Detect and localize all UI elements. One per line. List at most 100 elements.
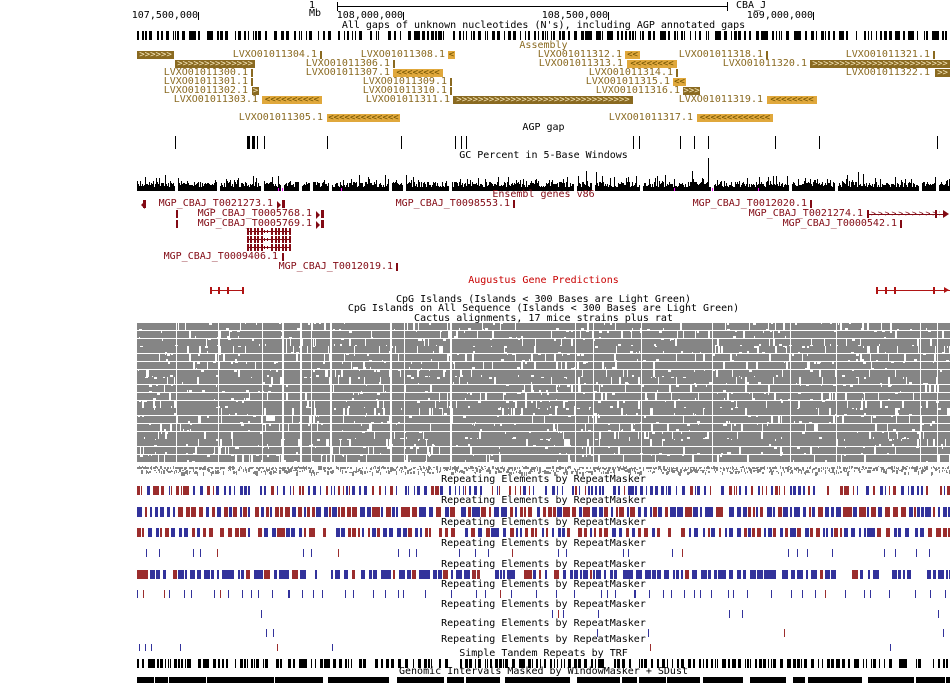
track-rmsk7-tick[interactable] bbox=[261, 610, 262, 618]
track-label-rmsk3[interactable]: Repeating Elements by RepeatMasker bbox=[441, 517, 646, 528]
track-rmsk4-tick[interactable] bbox=[512, 549, 513, 557]
prediction-exon-tick[interactable] bbox=[227, 287, 229, 294]
contig-bar[interactable] bbox=[450, 87, 452, 95]
track-agpGap-tick[interactable] bbox=[257, 136, 258, 149]
contig-bar[interactable]: >>>>>>>>>>>>>>>>>>>>>>>>> bbox=[810, 60, 950, 68]
track-rmsk1-items[interactable] bbox=[137, 486, 950, 495]
track-rmsk4-tick[interactable] bbox=[623, 549, 624, 557]
track-rmsk9-tick[interactable] bbox=[332, 644, 333, 651]
contig-bar[interactable]: <<<<<<<< bbox=[767, 96, 817, 104]
gene-label[interactable]: MGP_CBAJ_T0098553.1 bbox=[395, 198, 510, 209]
contig-bar[interactable]: <<<<<<<< bbox=[393, 69, 443, 77]
contig-bar[interactable]: << bbox=[625, 51, 640, 59]
track-rmsk4-tick[interactable] bbox=[566, 549, 567, 557]
gene-exon-tick[interactable] bbox=[275, 244, 277, 251]
track-rmsk7-tick[interactable] bbox=[598, 610, 599, 618]
contig-label[interactable]: LVXO01011300.1 bbox=[163, 67, 248, 78]
gene-item-bar[interactable] bbox=[900, 220, 902, 228]
gene-label[interactable]: MGP_CBAJ_T0021273.1 bbox=[158, 198, 273, 209]
prediction-intron-line[interactable] bbox=[210, 290, 243, 291]
track-rmsk8-tick[interactable] bbox=[648, 629, 649, 637]
track-label-assembly[interactable]: Assembly bbox=[519, 40, 568, 51]
track-label-augustus[interactable]: Augustus Gene Predictions bbox=[468, 275, 619, 286]
gene-exon-tick[interactable] bbox=[278, 228, 280, 235]
track-trf-items[interactable] bbox=[137, 659, 950, 668]
track-rmsk4-tick[interactable] bbox=[884, 549, 885, 557]
gene-item-bar[interactable] bbox=[396, 263, 398, 271]
track-rmsk9-tick[interactable] bbox=[139, 644, 140, 651]
track-rmsk4-tick[interactable] bbox=[929, 549, 930, 557]
track-label-rmsk6[interactable]: Repeating Elements by RepeatMasker bbox=[441, 579, 646, 590]
track-agpGap-tick[interactable] bbox=[264, 136, 265, 149]
gene-exon-tick[interactable] bbox=[278, 236, 280, 243]
track-label-cactus[interactable]: Cactus alignments, 17 mice strains plus … bbox=[414, 313, 673, 324]
contig-bar[interactable] bbox=[251, 69, 253, 77]
track-rmsk4-tick[interactable] bbox=[459, 549, 460, 557]
contig-bar[interactable]: >>> bbox=[683, 87, 700, 95]
gene-intron-line[interactable] bbox=[867, 214, 946, 215]
track-label-gaps[interactable]: All gaps of unknown nucleotides (N's), i… bbox=[341, 20, 746, 31]
gene-exon-tick[interactable] bbox=[935, 210, 937, 218]
track-label-cpg1[interactable]: CpG Islands (Islands < 300 Bases are Lig… bbox=[395, 294, 691, 305]
track-rmsk4-tick[interactable] bbox=[558, 549, 559, 557]
contig-label[interactable]: LVXO01011316.1 bbox=[595, 85, 680, 96]
track-label-rmsk1[interactable]: Repeating Elements by RepeatMasker bbox=[441, 474, 646, 485]
track-rmsk9-tick[interactable] bbox=[151, 644, 152, 651]
gene-exon-tick[interactable] bbox=[285, 244, 287, 251]
gene-exon-tick[interactable] bbox=[257, 244, 259, 251]
gene-end-glyph[interactable] bbox=[282, 200, 285, 208]
contig-label[interactable]: LVXO01011313.1 bbox=[538, 58, 623, 69]
track-rmsk9-tick[interactable] bbox=[180, 644, 181, 651]
contig-label[interactable]: LVXO01011322.1 bbox=[845, 67, 930, 78]
contig-bar[interactable] bbox=[933, 51, 935, 59]
track-rmsk2-items[interactable] bbox=[137, 507, 950, 517]
track-agpGap-tick[interactable] bbox=[633, 136, 634, 149]
track-label-agpGap[interactable]: AGP gap bbox=[522, 122, 565, 133]
gene-label[interactable]: MGP_CBAJ_T0005768.1 bbox=[197, 208, 312, 219]
track-rmsk8-tick[interactable] bbox=[943, 629, 944, 637]
track-rmsk4-tick[interactable] bbox=[672, 549, 673, 557]
track-agpGap-tick[interactable] bbox=[175, 136, 176, 149]
gene-exon-tick[interactable] bbox=[254, 244, 256, 251]
contig-label[interactable]: LVXO01011302.1 bbox=[163, 85, 248, 96]
track-rmsk8-tick[interactable] bbox=[273, 629, 274, 637]
prediction-exon-tick[interactable] bbox=[242, 287, 244, 294]
track-rmsk4-tick[interactable] bbox=[193, 549, 194, 557]
gene-exon-tick[interactable] bbox=[282, 244, 284, 251]
track-rmsk4-tick[interactable] bbox=[628, 549, 629, 557]
gene-end-glyph[interactable] bbox=[316, 221, 324, 229]
track-gaps-items[interactable] bbox=[137, 31, 950, 40]
track-rmsk8-tick[interactable] bbox=[266, 629, 267, 637]
gene-exon-tick[interactable] bbox=[250, 228, 252, 235]
track-label-rmsk5[interactable]: Repeating Elements by RepeatMasker bbox=[441, 559, 646, 570]
track-rmsk7-tick[interactable] bbox=[563, 610, 564, 618]
gene-clip-glyph[interactable] bbox=[143, 200, 146, 208]
track-rmsk4-tick[interactable] bbox=[416, 549, 417, 557]
gene-end-glyph[interactable] bbox=[321, 220, 324, 228]
gene-exon-tick[interactable] bbox=[271, 228, 273, 235]
contig-label[interactable]: LVXO01011301.1 bbox=[163, 76, 248, 87]
gene-exon-tick[interactable] bbox=[254, 228, 256, 235]
track-agpGap-tick[interactable] bbox=[775, 136, 776, 149]
track-rmsk8-tick[interactable] bbox=[784, 629, 785, 637]
track-agpGap-tick[interactable] bbox=[680, 136, 681, 149]
contig-bar[interactable] bbox=[450, 78, 452, 86]
gene-item-bar[interactable] bbox=[282, 253, 284, 261]
track-label-rmsk7[interactable]: Repeating Elements by RepeatMasker bbox=[441, 599, 646, 610]
track-agpGap-tick[interactable] bbox=[461, 136, 462, 149]
contig-label[interactable]: LVXO01011318.1 bbox=[678, 49, 763, 60]
gene-exon-tick[interactable] bbox=[275, 236, 277, 243]
windowmasker-track-items[interactable] bbox=[137, 677, 950, 683]
gene-intron-line[interactable] bbox=[247, 231, 290, 232]
contig-bar[interactable] bbox=[320, 51, 322, 59]
track-rmsk6-items[interactable] bbox=[137, 590, 950, 598]
gene-exon-tick[interactable] bbox=[271, 236, 273, 243]
prediction-exon-tick[interactable] bbox=[894, 287, 896, 294]
contig-label[interactable]: LVXO01011304.1 bbox=[232, 49, 317, 60]
gene-end-glyph[interactable] bbox=[277, 201, 285, 209]
gene-label[interactable]: MGP_CBAJ_T0005769.1 bbox=[197, 218, 312, 229]
contig-label[interactable]: LVXO01011305.1 bbox=[238, 112, 323, 123]
gene-exon-tick[interactable] bbox=[867, 210, 869, 218]
contig-label[interactable]: LVXO01011321.1 bbox=[845, 49, 930, 60]
track-rmsk9-tick[interactable] bbox=[277, 644, 278, 651]
